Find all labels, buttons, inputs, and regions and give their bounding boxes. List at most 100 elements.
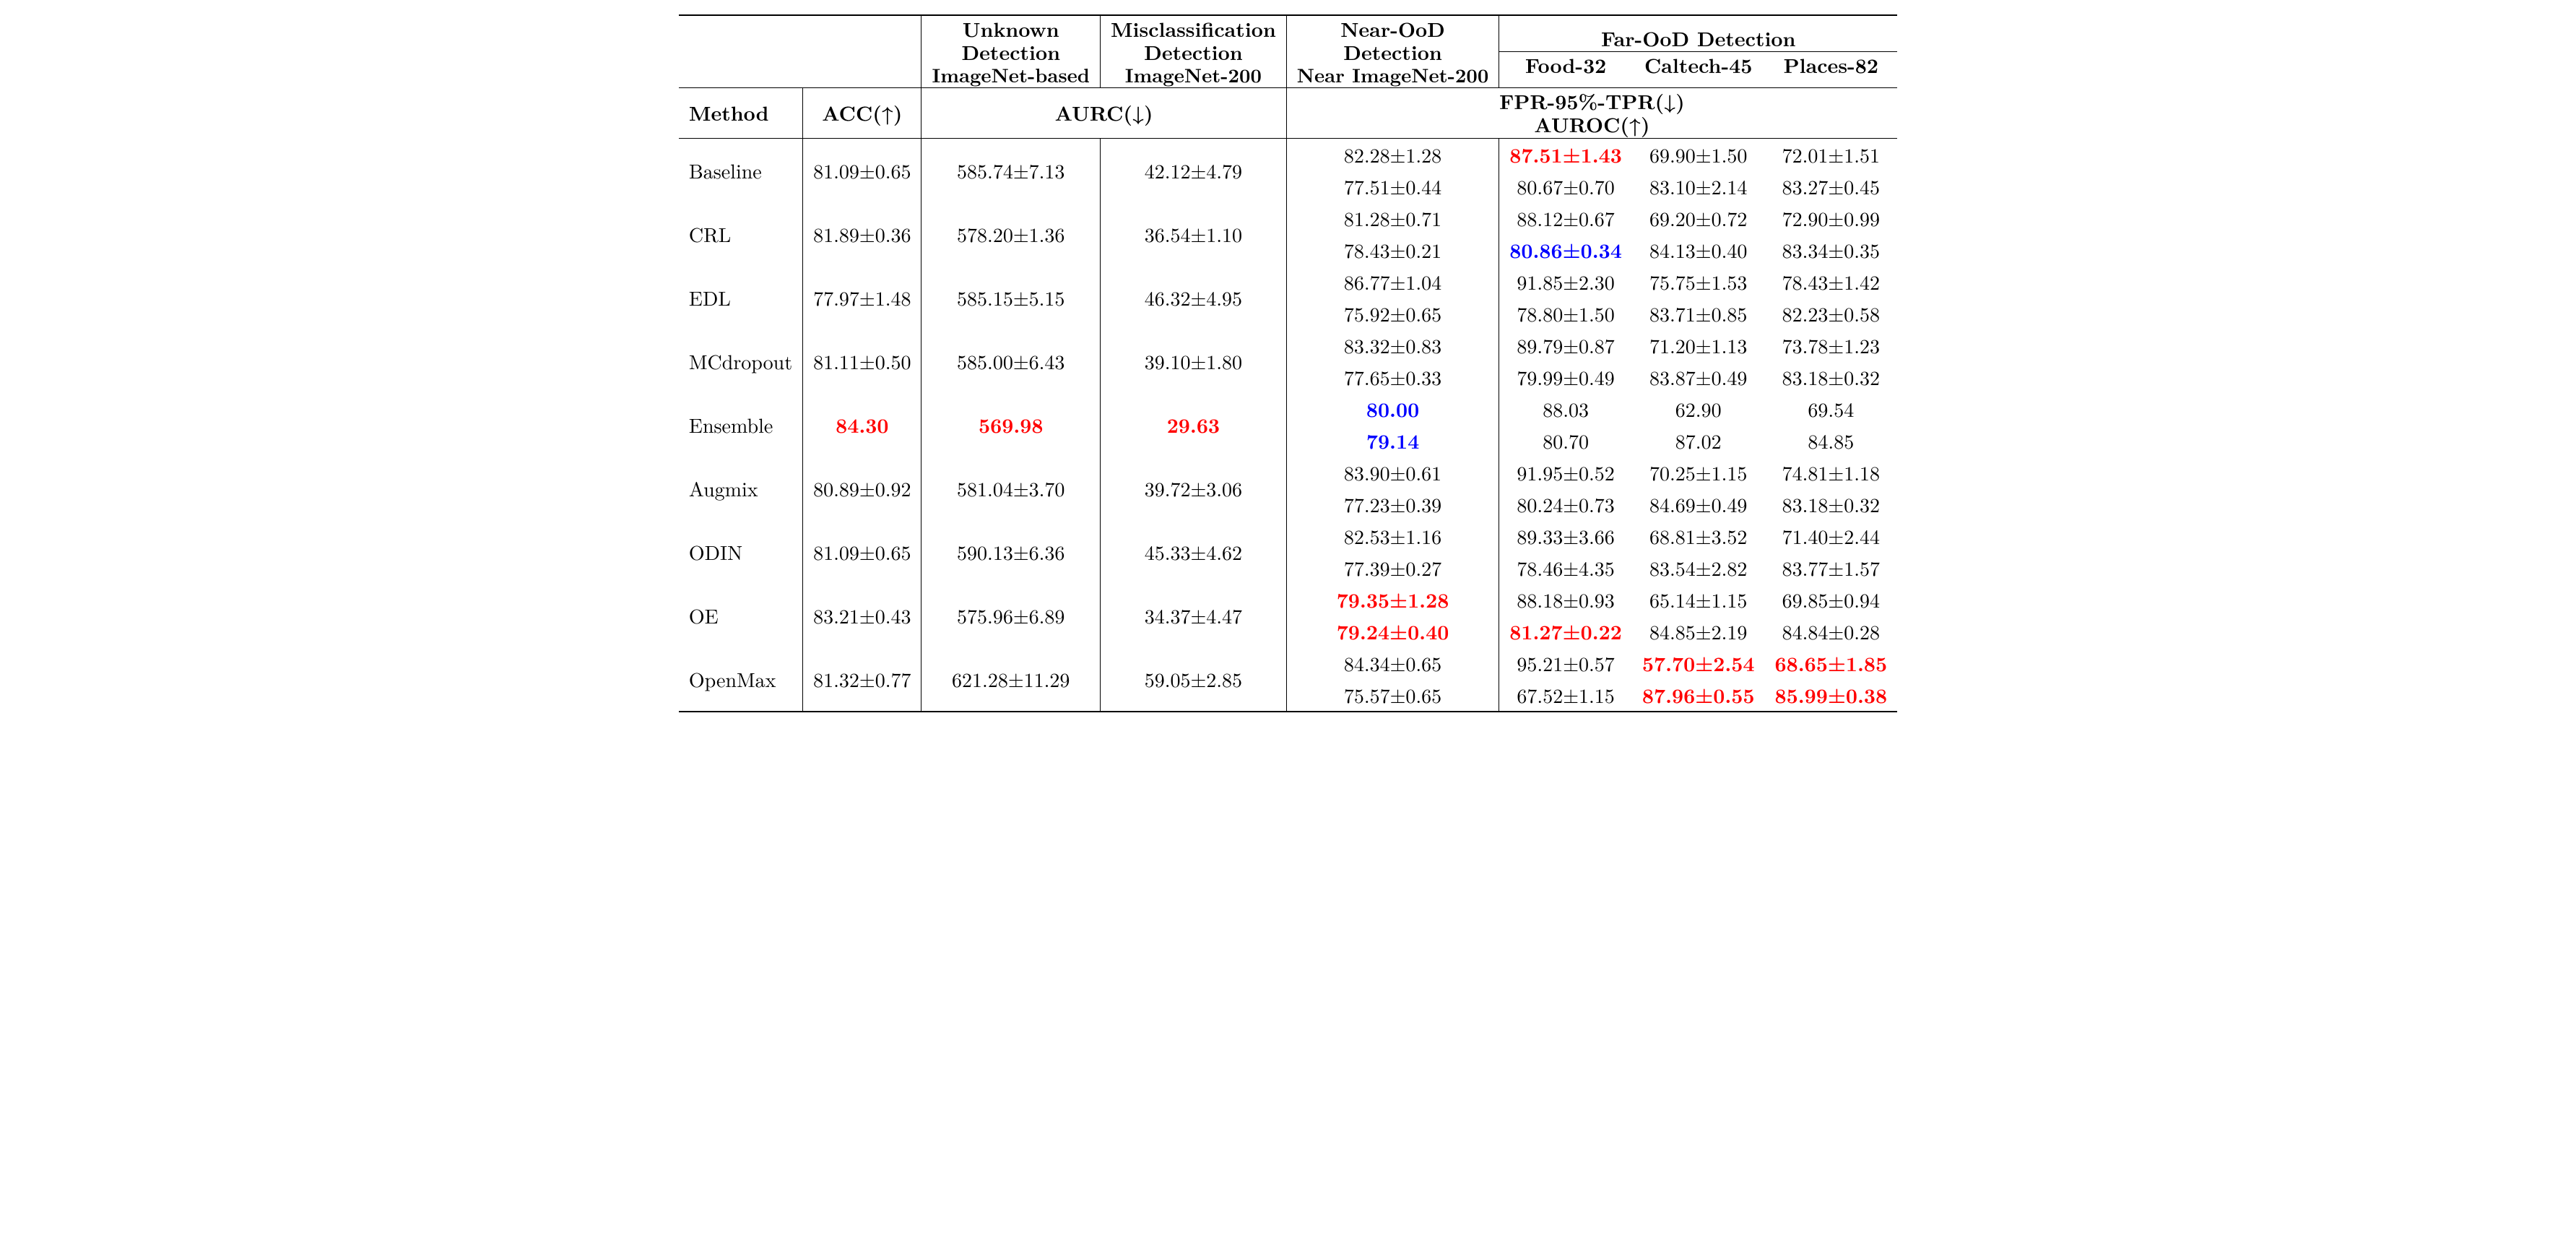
cell-food: 88.12±0.67: [1499, 202, 1632, 234]
cell-caltech: 83.10±2.14: [1632, 170, 1765, 202]
cell-near: 77.39±0.27: [1286, 552, 1499, 584]
cell-near: 79.24±0.40: [1286, 616, 1499, 647]
cell-caltech: 83.71±0.85: [1632, 298, 1765, 329]
cell-places: 84.84±0.28: [1765, 616, 1898, 647]
cell-aurc-unknown: 578.20±1.36: [921, 202, 1101, 266]
results-table: Unknown Detection ImageNet-based Misclas…: [679, 14, 1897, 712]
cell-acc: 83.21±0.43: [803, 584, 921, 647]
table-body: Baseline81.09±0.65585.74±7.1342.12±4.798…: [679, 138, 1897, 712]
cell-food: 89.33±3.66: [1499, 520, 1632, 552]
header-farood: Far-OoD Detection Food-32 Caltech-45 Pla…: [1499, 15, 1897, 88]
cell-food: 89.79±0.87: [1499, 329, 1632, 361]
cell-aurc-unknown: 621.28±11.29: [921, 647, 1101, 712]
cell-places: 82.23±0.58: [1765, 298, 1898, 329]
cell-aurc-unknown: 585.15±5.15: [921, 266, 1101, 329]
cell-acc: 77.97±1.48: [803, 266, 921, 329]
cell-food: 80.67±0.70: [1499, 170, 1632, 202]
cell-caltech: 57.70±2.54: [1632, 647, 1765, 679]
cell-near: 77.51±0.44: [1286, 170, 1499, 202]
cell-food: 80.70: [1499, 425, 1632, 457]
cell-food: 78.80±1.50: [1499, 298, 1632, 329]
cell-method: OE: [679, 584, 803, 647]
cell-places: 83.27±0.45: [1765, 170, 1898, 202]
header-food: Food-32: [1499, 52, 1632, 78]
cell-caltech: 84.13±0.40: [1632, 234, 1765, 266]
cell-places: 83.34±0.35: [1765, 234, 1898, 266]
cell-near: 77.65±0.33: [1286, 361, 1499, 393]
table-row: Baseline81.09±0.65585.74±7.1342.12±4.798…: [679, 138, 1897, 170]
cell-aurc-unknown: 575.96±6.89: [921, 584, 1101, 647]
cell-near: 83.32±0.83: [1286, 329, 1499, 361]
cell-places: 69.54: [1765, 393, 1898, 425]
cell-caltech: 65.14±1.15: [1632, 584, 1765, 616]
cell-aurc-mis: 34.37±4.47: [1100, 584, 1286, 647]
header-places: Places-82: [1765, 52, 1898, 78]
cell-near: 80.00: [1286, 393, 1499, 425]
cell-method: Baseline: [679, 138, 803, 202]
cell-acc: 81.11±0.50: [803, 329, 921, 393]
cell-caltech: 83.87±0.49: [1632, 361, 1765, 393]
cell-places: 72.01±1.51: [1765, 138, 1898, 170]
cell-places: 73.78±1.23: [1765, 329, 1898, 361]
cell-aurc-mis: 36.54±1.10: [1100, 202, 1286, 266]
cell-food: 81.27±0.22: [1499, 616, 1632, 647]
cell-acc: 81.09±0.65: [803, 520, 921, 584]
cell-aurc-unknown: 585.74±7.13: [921, 138, 1101, 202]
cell-caltech: 75.75±1.53: [1632, 266, 1765, 298]
cell-aurc-mis: 59.05±2.85: [1100, 647, 1286, 712]
cell-food: 95.21±0.57: [1499, 647, 1632, 679]
cell-near: 82.53±1.16: [1286, 520, 1499, 552]
cell-places: 78.43±1.42: [1765, 266, 1898, 298]
cell-food: 88.03: [1499, 393, 1632, 425]
cell-method: Augmix: [679, 457, 803, 520]
header-caltech: Caltech-45: [1632, 52, 1765, 78]
cell-aurc-unknown: 585.00±6.43: [921, 329, 1101, 393]
cell-caltech: 69.90±1.50: [1632, 138, 1765, 170]
cell-aurc-unknown: 569.98: [921, 393, 1101, 457]
cell-near: 84.34±0.65: [1286, 647, 1499, 679]
cell-places: 84.85: [1765, 425, 1898, 457]
cell-aurc-mis: 29.63: [1100, 393, 1286, 457]
table-row: OpenMax81.32±0.77621.28±11.2959.05±2.858…: [679, 647, 1897, 679]
cell-food: 79.99±0.49: [1499, 361, 1632, 393]
table-row: ODIN81.09±0.65590.13±6.3645.33±4.6282.53…: [679, 520, 1897, 552]
cell-caltech: 62.90: [1632, 393, 1765, 425]
cell-food: 67.52±1.15: [1499, 679, 1632, 712]
header-empty: [679, 15, 921, 88]
cell-method: Ensemble: [679, 393, 803, 457]
cell-food: 87.51±1.43: [1499, 138, 1632, 170]
cell-places: 68.65±1.85: [1765, 647, 1898, 679]
cell-near: 83.90±0.61: [1286, 457, 1499, 488]
cell-method: EDL: [679, 266, 803, 329]
cell-near: 81.28±0.71: [1286, 202, 1499, 234]
cell-acc: 81.32±0.77: [803, 647, 921, 712]
header-aurc: AURC(↓): [921, 88, 1286, 138]
cell-caltech: 71.20±1.13: [1632, 329, 1765, 361]
cell-near: 75.92±0.65: [1286, 298, 1499, 329]
cell-places: 83.18±0.32: [1765, 361, 1898, 393]
cell-food: 91.95±0.52: [1499, 457, 1632, 488]
cell-near: 86.77±1.04: [1286, 266, 1499, 298]
cell-caltech: 87.96±0.55: [1632, 679, 1765, 712]
cell-acc: 81.89±0.36: [803, 202, 921, 266]
cell-caltech: 87.02: [1632, 425, 1765, 457]
cell-caltech: 70.25±1.15: [1632, 457, 1765, 488]
cell-food: 80.24±0.73: [1499, 488, 1632, 520]
cell-food: 80.86±0.34: [1499, 234, 1632, 266]
cell-aurc-mis: 39.10±1.80: [1100, 329, 1286, 393]
cell-acc: 81.09±0.65: [803, 138, 921, 202]
cell-near: 75.57±0.65: [1286, 679, 1499, 712]
header-nearood: Near-OoD Detection Near ImageNet-200: [1286, 15, 1499, 88]
table-row: CRL81.89±0.36578.20±1.3636.54±1.1081.28±…: [679, 202, 1897, 234]
table-row: Augmix80.89±0.92581.04±3.7039.72±3.0683.…: [679, 457, 1897, 488]
cell-aurc-unknown: 590.13±6.36: [921, 520, 1101, 584]
header-misclass: Misclassification Detection ImageNet-200: [1100, 15, 1286, 88]
cell-aurc-mis: 46.32±4.95: [1100, 266, 1286, 329]
cell-aurc-mis: 42.12±4.79: [1100, 138, 1286, 202]
cell-caltech: 68.81±3.52: [1632, 520, 1765, 552]
header-fpr: FPR-95%-TPR(↓) AUROC(↑): [1286, 88, 1897, 138]
cell-caltech: 84.69±0.49: [1632, 488, 1765, 520]
cell-aurc-unknown: 581.04±3.70: [921, 457, 1101, 520]
cell-near: 82.28±1.28: [1286, 138, 1499, 170]
cell-method: MCdropout: [679, 329, 803, 393]
